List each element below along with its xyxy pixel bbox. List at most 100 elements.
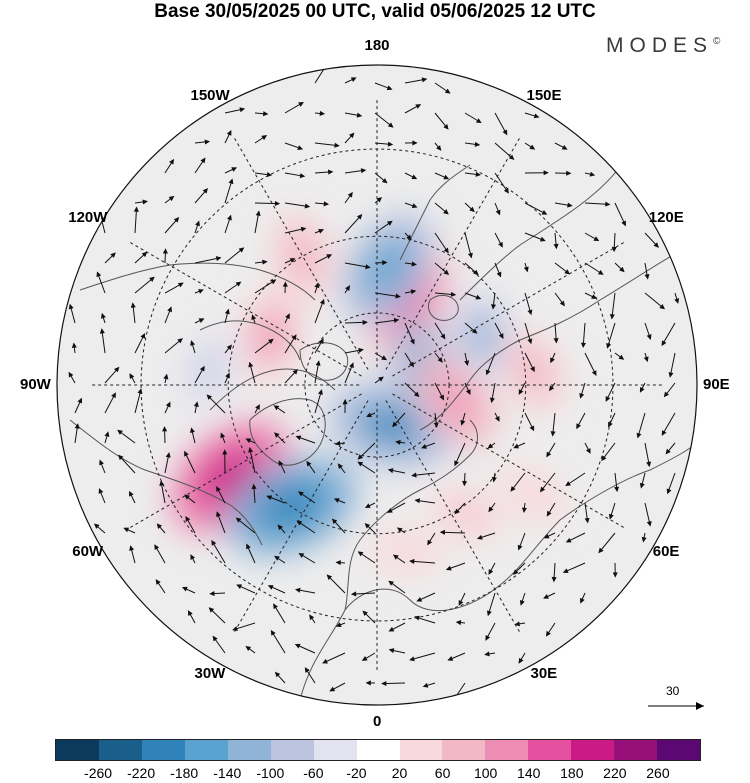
wind-arrow — [295, 435, 316, 444]
wind-arrow — [208, 607, 226, 624]
wind-arrow — [306, 460, 316, 474]
wind-arrow — [609, 292, 616, 320]
wind-arrow — [123, 527, 136, 534]
wind-arrow — [362, 610, 376, 624]
anomaly-blob — [367, 245, 407, 292]
wind-arrow — [184, 494, 196, 504]
wind-arrow — [333, 498, 346, 504]
wind-arrow — [248, 361, 256, 384]
wind-arrow — [392, 554, 406, 564]
wind-arrow — [381, 680, 406, 687]
wind-arrow — [545, 622, 556, 637]
wind-arrow — [445, 562, 466, 571]
wind-arrow — [314, 360, 321, 384]
wind-arrow — [344, 168, 367, 174]
reference-vector-label: 30 — [666, 684, 680, 698]
wind-arrow — [278, 460, 286, 474]
wind-arrow — [374, 352, 388, 361]
wind-arrow — [434, 322, 446, 340]
wind-arrow — [162, 426, 168, 444]
colorbar-segment — [485, 740, 529, 760]
polar-map — [56, 64, 698, 706]
meridian-line — [385, 400, 521, 634]
wind-arrow — [434, 112, 449, 130]
wind-arrow — [455, 620, 466, 626]
wind-arrow — [93, 523, 106, 534]
wind-arrow — [335, 622, 346, 628]
wind-arrow — [284, 313, 290, 324]
wind-arrow — [220, 432, 226, 444]
wind-arrow — [422, 682, 436, 688]
wind-arrow — [524, 142, 536, 150]
wind-arrow — [388, 580, 406, 594]
wind-arrow — [211, 539, 226, 564]
wind-arrow — [606, 322, 616, 349]
wind-arrow — [434, 142, 442, 151]
wind-arrow — [294, 587, 316, 594]
wind-arrow — [194, 289, 204, 294]
wind-arrow — [164, 401, 171, 414]
wind-arrow — [553, 322, 559, 344]
wind-arrow — [404, 104, 422, 114]
colorbar — [55, 739, 701, 761]
wind-arrow — [104, 366, 120, 384]
wind-arrow — [513, 442, 526, 449]
colorbar-segment — [571, 740, 615, 760]
wind-arrow — [194, 188, 209, 204]
land-outline — [69, 159, 697, 701]
wind-arrow — [331, 518, 346, 534]
wind-arrow — [71, 342, 77, 354]
wind-arrow — [584, 502, 590, 524]
wind-arrow — [134, 332, 146, 354]
wind-arrow — [404, 352, 414, 368]
wind-arrow — [184, 450, 196, 474]
wind-arrow — [314, 282, 320, 294]
wind-arrow — [404, 382, 420, 398]
wind-arrow — [608, 412, 616, 428]
wind-arrow — [224, 107, 246, 114]
wind-arrow — [326, 574, 346, 594]
wind-arrow — [222, 449, 228, 474]
colorbar-tick-label: -260 — [84, 765, 113, 781]
wind-arrow — [584, 171, 596, 177]
wind-arrow — [357, 461, 376, 474]
wind-arrow — [539, 472, 556, 493]
wind-arrow — [524, 232, 546, 242]
colorbar-segment — [399, 740, 443, 760]
wind-arrow — [344, 262, 371, 270]
wind-arrow — [548, 382, 556, 392]
wind-arrow — [404, 77, 428, 84]
wind-arrow — [464, 171, 482, 177]
wind-arrow — [434, 172, 450, 180]
wind-arrow — [374, 260, 388, 266]
meridian-label: 30E — [530, 665, 558, 683]
wind-arrow — [344, 77, 357, 84]
wind-arrow — [565, 532, 586, 543]
wind-arrow — [344, 191, 353, 204]
wind-arrow — [464, 322, 478, 334]
wind-arrow — [434, 291, 457, 297]
wind-arrow — [458, 592, 466, 606]
colorbar-tick-label: 220 — [603, 765, 627, 781]
wind-arrow — [404, 261, 418, 267]
wind-arrow — [491, 292, 497, 310]
wind-arrow — [494, 322, 504, 339]
wind-arrow — [254, 135, 268, 144]
wind-arrow — [309, 614, 316, 624]
wind-arrow — [521, 502, 527, 514]
wind-arrow — [284, 202, 311, 209]
wind-arrow — [314, 254, 333, 264]
wind-arrow — [543, 532, 556, 539]
wind-arrow — [344, 347, 364, 354]
wind-arrow — [464, 292, 482, 300]
wind-arrow — [284, 142, 304, 150]
meridian-label: 180 — [364, 37, 390, 54]
wind-arrow — [344, 362, 354, 384]
wind-arrow — [644, 442, 652, 468]
wind-arrow — [484, 651, 496, 657]
colorbar-segment — [313, 740, 357, 760]
wind-arrow — [334, 440, 346, 446]
wind-arrow — [491, 472, 497, 483]
wind-arrow — [524, 412, 535, 432]
wind-arrow — [517, 532, 526, 551]
